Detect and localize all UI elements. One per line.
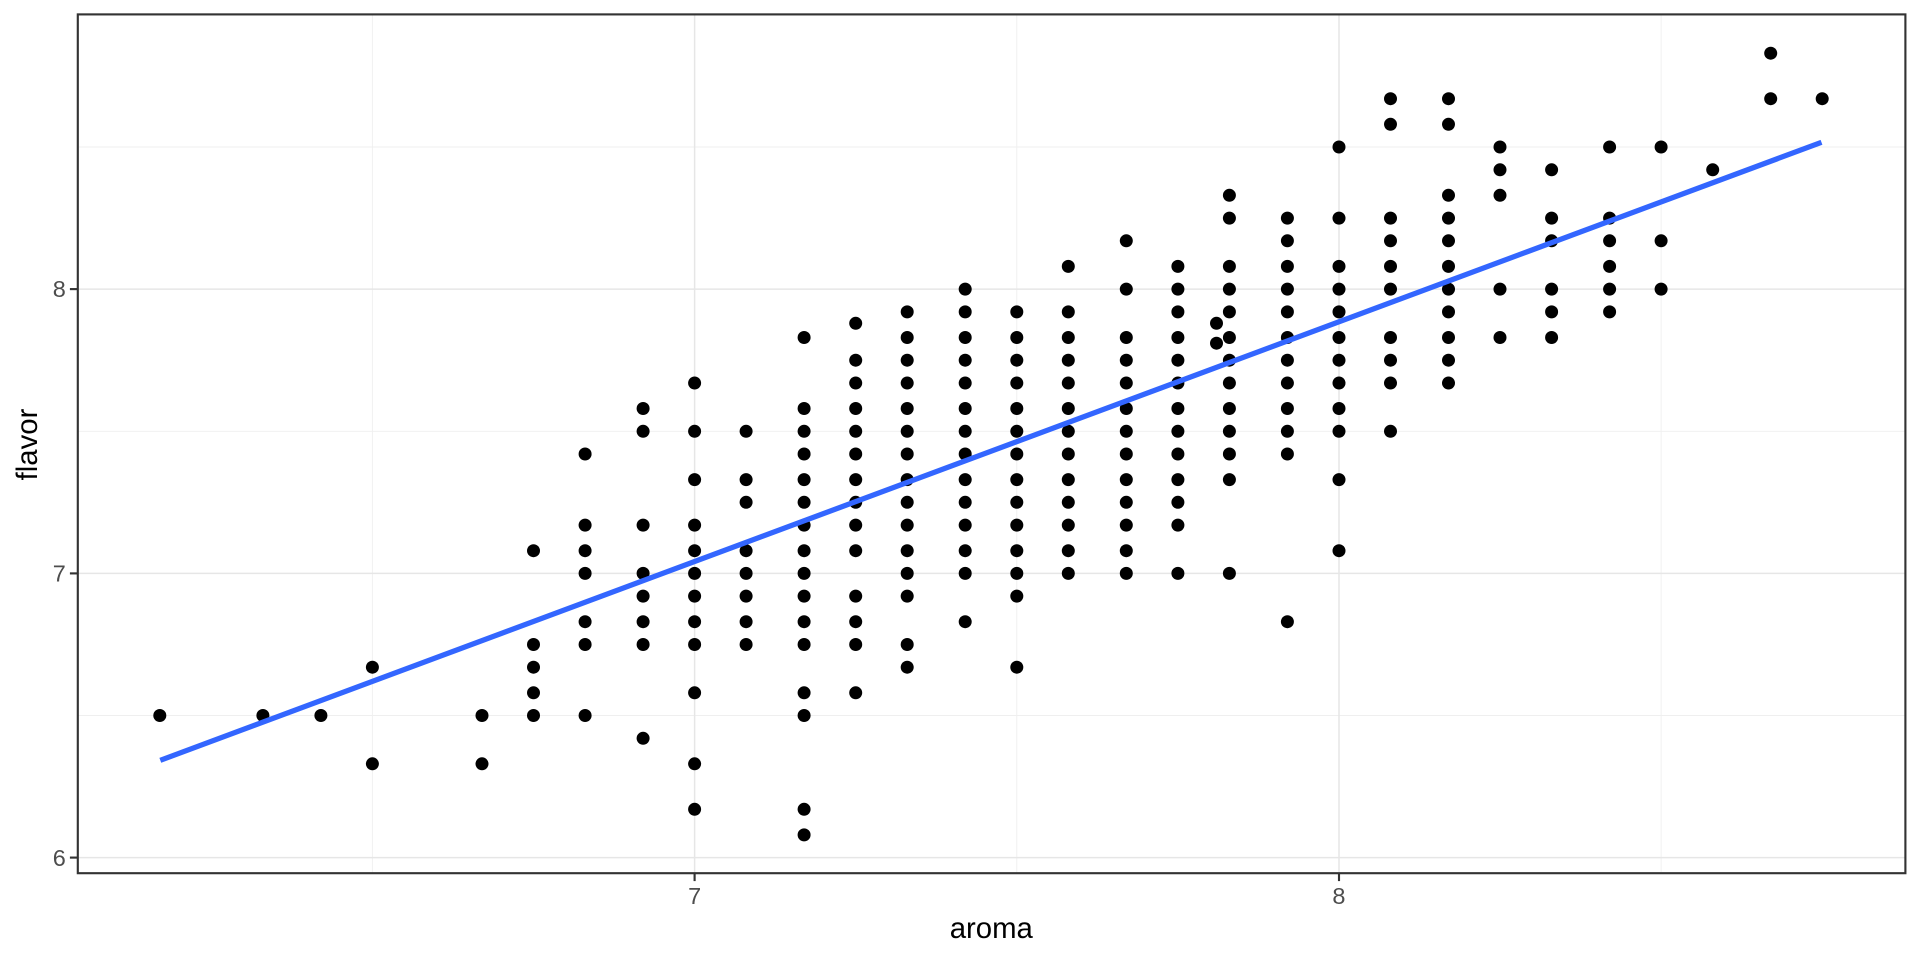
svg-text:6: 6 [53, 845, 66, 871]
svg-text:7: 7 [53, 561, 66, 587]
svg-text:aroma: aroma [950, 912, 1034, 945]
svg-text:7: 7 [688, 883, 701, 909]
svg-text:8: 8 [1332, 883, 1345, 909]
svg-text:8: 8 [53, 276, 66, 302]
svg-text:flavor: flavor [11, 408, 44, 480]
